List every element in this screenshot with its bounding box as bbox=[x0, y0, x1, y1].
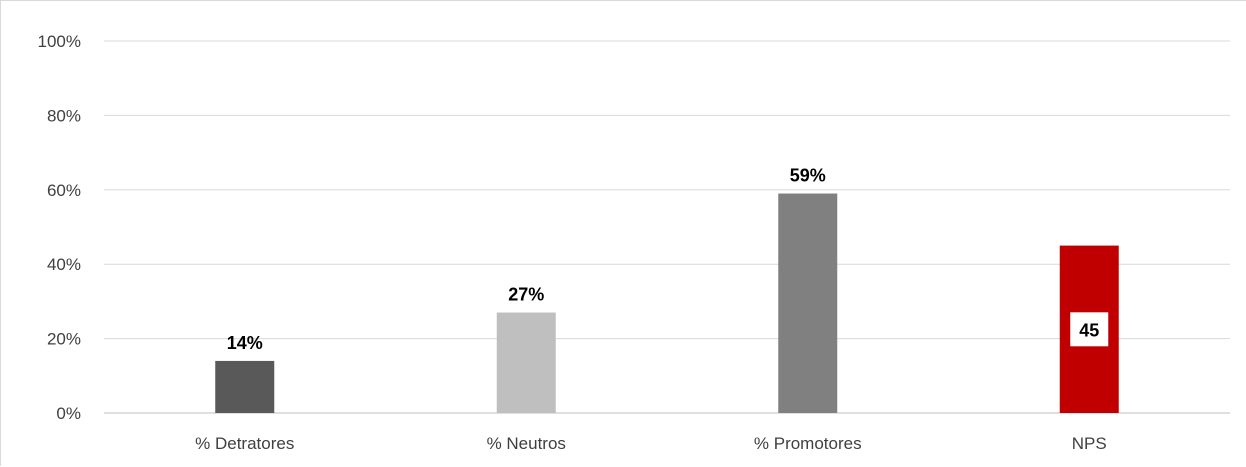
data-label: 59% bbox=[790, 166, 826, 186]
bar-neutros bbox=[496, 312, 556, 413]
x-category-label: % Neutros bbox=[487, 434, 566, 453]
y-tick-label: 40% bbox=[47, 255, 81, 274]
y-tick-label: 100% bbox=[38, 32, 81, 51]
data-label: 14% bbox=[227, 333, 263, 353]
x-category-label: NPS bbox=[1072, 434, 1107, 453]
y-axis-tick-labels: 0% 20% 40% 60% 80% 100% bbox=[38, 32, 81, 423]
y-tick-label: 20% bbox=[47, 330, 81, 349]
x-category-label: % Detratores bbox=[195, 434, 294, 453]
data-label: 45 bbox=[1079, 320, 1099, 340]
data-label: 27% bbox=[508, 285, 544, 305]
x-category-label: % Promotores bbox=[754, 434, 862, 453]
y-tick-label: 80% bbox=[47, 106, 81, 125]
x-axis-category-labels: % Detratores % Neutros % Promotores NPS bbox=[195, 434, 1107, 453]
y-tick-label: 0% bbox=[56, 404, 81, 423]
data-labels: 14% 27% 59% 45 bbox=[227, 166, 1109, 353]
y-tick-label: 60% bbox=[47, 181, 81, 200]
gridlines bbox=[104, 40, 1230, 414]
bar-detratores bbox=[215, 360, 275, 413]
nps-value-box bbox=[1070, 312, 1109, 347]
bars bbox=[215, 193, 1119, 413]
bar-promotores bbox=[778, 193, 838, 413]
